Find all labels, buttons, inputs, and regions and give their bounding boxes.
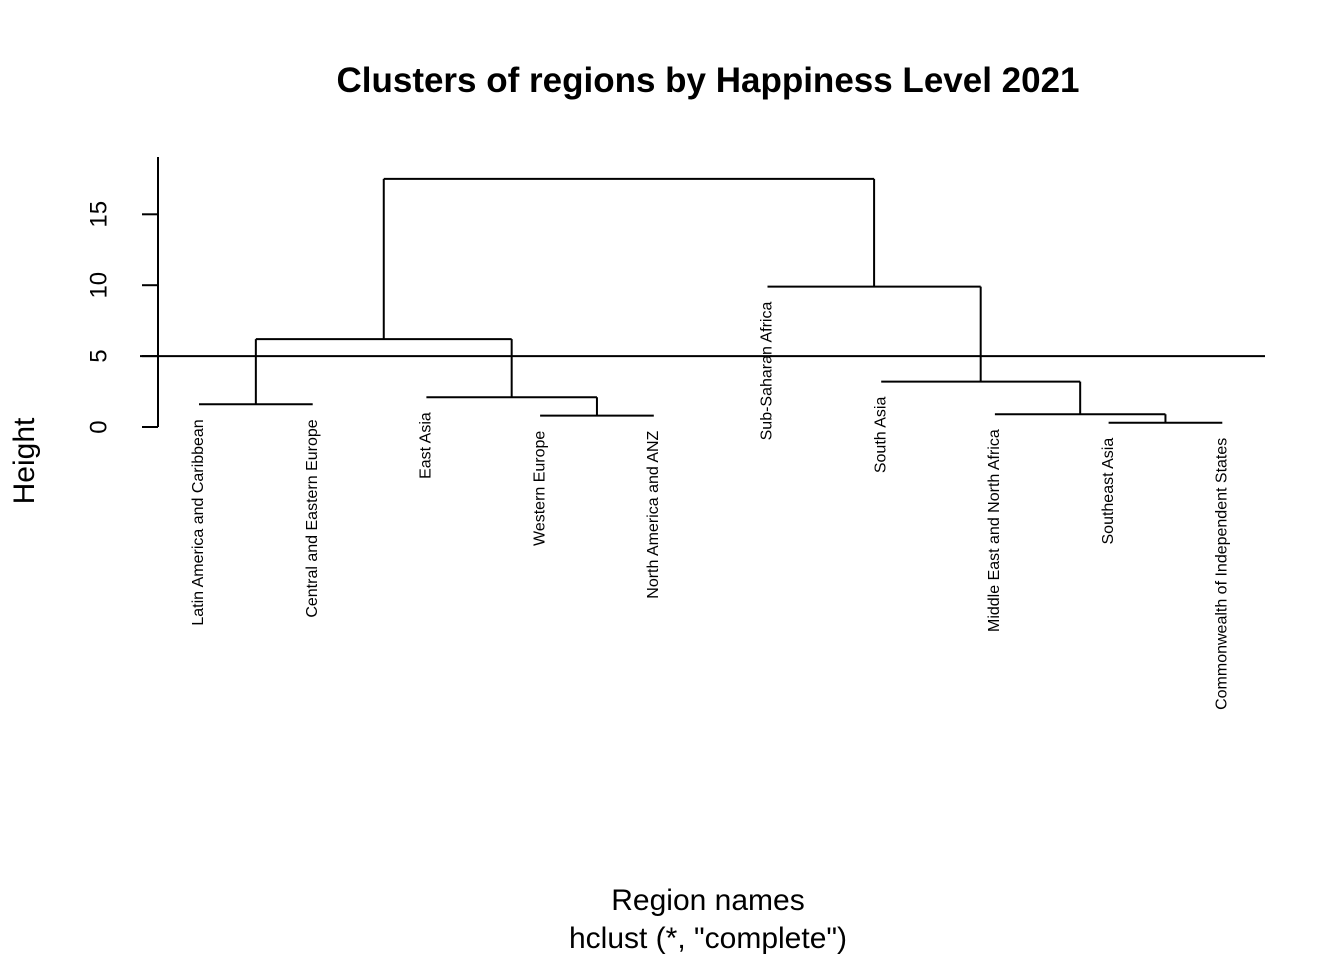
y-axis: 0 5 10 15 <box>85 157 159 434</box>
leaf-label: Central and Eastern Europe <box>304 419 321 617</box>
leaf-label: East Asia <box>418 412 435 479</box>
leaf-label: Commonwealth of Independent States <box>1214 438 1231 710</box>
chart-title: Clusters of regions by Happiness Level 2… <box>336 61 1079 100</box>
leaf-label: Western Europe <box>531 431 548 546</box>
y-tick-label: 10 <box>85 272 112 299</box>
y-axis-label: Height <box>8 417 41 504</box>
leaf-label: Southeast Asia <box>1100 438 1117 545</box>
leaf-label: North America and ANZ <box>645 430 662 598</box>
leaf-label: Middle East and North Africa <box>986 429 1003 632</box>
leaf-label: Latin America and Caribbean <box>190 419 207 625</box>
x-axis-label: Region names <box>611 884 804 917</box>
y-tick-label: 0 <box>85 420 112 433</box>
dendrogram-tree <box>198 177 1224 424</box>
leaf-label: South Asia <box>872 397 889 474</box>
leaf-labels: Latin America and Caribbean Central and E… <box>190 302 1230 710</box>
leaf-label: Sub-Saharan Africa <box>759 302 776 441</box>
x-axis-subtitle: hclust (*, "complete") <box>569 922 847 955</box>
y-tick-label: 5 <box>85 349 112 362</box>
y-tick-label: 15 <box>85 201 112 228</box>
